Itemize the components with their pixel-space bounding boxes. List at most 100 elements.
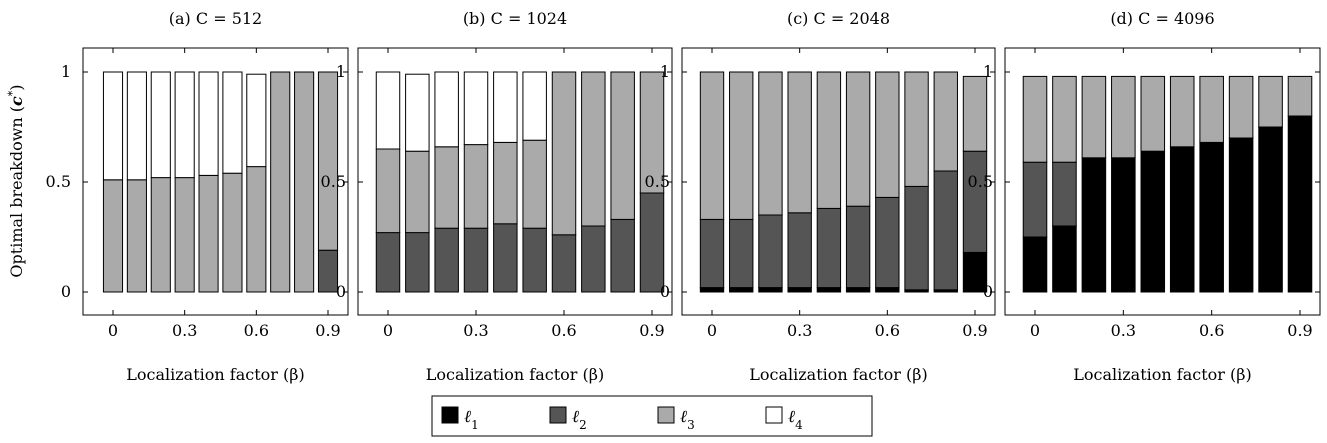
bar-segment-l4 <box>198 71 219 176</box>
bar-segment-l3 <box>174 177 195 293</box>
bar-segment-l1 <box>1228 137 1254 293</box>
bar-segment-l3 <box>522 139 547 229</box>
bar-segment-l1 <box>729 287 754 293</box>
x-tick-label: 0.6 <box>551 321 576 340</box>
bar-segment-l1 <box>875 287 900 293</box>
bar-segment-l3 <box>434 146 459 229</box>
bar-segment-l1 <box>1287 115 1313 293</box>
bar-segment-l2 <box>904 185 929 291</box>
bar-segment-l3 <box>639 71 665 194</box>
y-tick-label: 0 <box>336 282 346 301</box>
bar-segment-l3 <box>1052 75 1077 163</box>
bar-segment-l4 <box>375 71 401 150</box>
bar-segment-l1 <box>1111 157 1136 293</box>
bar-segment-l2 <box>845 205 871 289</box>
y-tick-label: 0.5 <box>321 172 346 191</box>
bar-segment-l2 <box>463 227 489 293</box>
bar-segment-l3 <box>405 150 430 234</box>
y-tick-label: 1 <box>61 62 71 81</box>
bar-segment-l3 <box>845 71 871 207</box>
bar-segment-l3 <box>150 177 171 293</box>
bar-segment-l1 <box>1081 157 1107 293</box>
x-axis-label: Localization factor (β) <box>126 365 304 384</box>
y-tick-label: 0.5 <box>968 172 993 191</box>
bar-segment-l1 <box>816 287 842 293</box>
bar-segment-l4 <box>174 71 195 179</box>
y-tick-label: 0 <box>983 282 993 301</box>
bar-segment-l2 <box>787 212 812 289</box>
bar-segment-l3 <box>1111 75 1136 159</box>
x-tick-label: 0.3 <box>1111 321 1136 340</box>
bar-segment-l3 <box>1022 75 1048 163</box>
bar-segment-l2 <box>375 232 401 293</box>
bar-segment-l2 <box>639 192 665 293</box>
bar-segment-l3 <box>198 174 219 293</box>
bar-segment-l2 <box>962 150 988 253</box>
panel-title: (b) C = 1024 <box>463 9 567 28</box>
bar-segment-l2 <box>522 227 547 293</box>
panel-title: (d) C = 4096 <box>1110 9 1214 28</box>
y-tick-label: 0 <box>660 282 670 301</box>
legend-swatch <box>549 406 567 424</box>
bar-segment-l3 <box>1228 75 1254 139</box>
bar-segment-l4 <box>434 71 459 148</box>
chart-panel-2: (b) C = 1024 0 0.5 1 0 0.3 0.6 0.9 Localization … <box>321 9 673 384</box>
legend-swatch <box>657 406 675 424</box>
bar-segment-l3 <box>933 71 958 172</box>
bar-segment-l1 <box>1022 236 1048 293</box>
bar-segment-l2 <box>317 249 339 293</box>
x-tick-label: 0 <box>1030 321 1040 340</box>
bar-segment-l1 <box>1258 126 1283 293</box>
bar-segment-l4 <box>522 71 547 141</box>
x-tick-label: 0 <box>707 321 717 340</box>
bar-segment-l1 <box>1199 141 1224 293</box>
bar-segment-l1 <box>699 287 725 293</box>
bar-segment-l2 <box>581 225 606 293</box>
bar-segment-l3 <box>246 166 267 293</box>
bar-segment-l3 <box>294 71 315 293</box>
bar-segment-l2 <box>933 170 958 291</box>
x-tick-label: 0.9 <box>639 321 664 340</box>
bar-segment-l1 <box>1140 150 1166 293</box>
bar-segment-l4 <box>246 73 267 168</box>
bar-segment-l4 <box>126 71 147 181</box>
bar-segment-l2 <box>758 214 783 289</box>
bar-segment-l2 <box>434 227 459 293</box>
panel-title: (c) C = 2048 <box>787 9 890 28</box>
chart-panel-3: (c) C = 2048 0 0.5 1 0 0.3 0.6 0.9 Localization … <box>645 9 996 384</box>
x-tick-label: 0.3 <box>787 321 812 340</box>
bar-segment-l4 <box>493 71 518 143</box>
x-tick-label: 0.3 <box>172 321 197 340</box>
bar-segment-l3 <box>493 141 518 225</box>
bar-segment-l3 <box>1199 75 1224 143</box>
bar-segment-l3 <box>1140 75 1166 152</box>
bar-segment-l3 <box>102 179 124 293</box>
y-tick-label: 0 <box>61 282 71 301</box>
y-tick-label: 0.5 <box>46 172 71 191</box>
bar-segment-l1 <box>758 287 783 293</box>
bar-segment-l3 <box>699 71 725 220</box>
x-axis-label: Localization factor (β) <box>426 365 604 384</box>
legend: ℓ1 ℓ2 ℓ3 ℓ4 <box>431 395 873 437</box>
chart-panel-1: (a) C = 512 0 0.5 1 0 0.3 0.6 0.9 Localization f… <box>46 9 349 384</box>
x-tick-label: 0.6 <box>244 321 269 340</box>
bar-segment-l1 <box>1169 146 1195 293</box>
x-tick-label: 0.6 <box>875 321 900 340</box>
bar-segment-l2 <box>405 232 430 293</box>
bar-segment-l2 <box>1052 161 1077 227</box>
bar-segment-l3 <box>758 71 783 216</box>
x-tick-label: 0.9 <box>962 321 987 340</box>
x-tick-label: 0.3 <box>463 321 488 340</box>
panel-title: (a) C = 512 <box>169 9 262 28</box>
bar-segment-l2 <box>1022 161 1048 238</box>
bar-segment-l3 <box>222 172 243 293</box>
bar-segment-l3 <box>729 71 754 220</box>
bar-segment-l3 <box>1258 75 1283 128</box>
y-tick-label: 1 <box>336 62 346 81</box>
bar-segment-l2 <box>493 223 518 293</box>
bar-segment-l3 <box>1169 75 1195 148</box>
bar-segment-l3 <box>904 71 929 187</box>
legend-swatch <box>765 406 783 424</box>
bar-segment-l1 <box>787 287 812 293</box>
